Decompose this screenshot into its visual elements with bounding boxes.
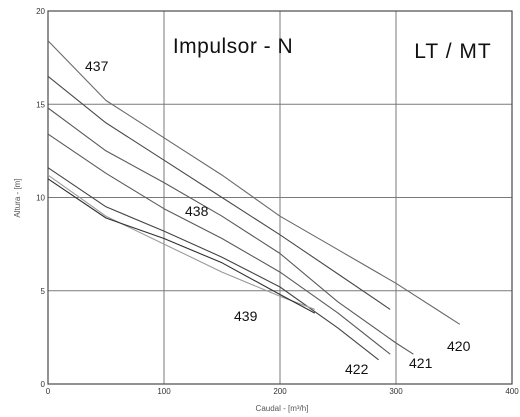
curve-label-422: 422 <box>345 361 369 377</box>
grid <box>47 10 513 385</box>
x-tick-label: 200 <box>273 387 287 396</box>
curve-label-437: 437 <box>85 58 109 74</box>
tick-labels: 0 100 200 300 400 0 5 10 15 20 <box>36 7 519 396</box>
series-line-421 <box>47 107 414 355</box>
x-tick-label: 100 <box>157 387 171 396</box>
annotation-impulsor: Impulsor - N <box>173 35 293 58</box>
y-tick-label: 5 <box>41 287 46 296</box>
x-axis-label: Caudal - [m³/h] <box>256 404 309 413</box>
series-line-437 <box>47 40 461 325</box>
series-line <box>47 178 316 314</box>
curve-label-438: 438 <box>185 203 209 219</box>
series-line-439 <box>47 174 315 310</box>
curve-label-420: 420 <box>447 338 471 354</box>
y-tick-label: 15 <box>36 100 45 109</box>
series-line-420 <box>47 75 391 310</box>
series-line-438 <box>47 133 391 355</box>
annotation-lt-mt: LT / MT <box>414 40 491 63</box>
series-layer <box>47 40 461 361</box>
y-axis-label: Altura - [m] <box>13 178 22 217</box>
y-tick-label: 10 <box>36 194 45 203</box>
x-tick-label: 300 <box>389 387 403 396</box>
series-line-422 <box>47 167 379 361</box>
y-tick-label: 0 <box>41 380 46 389</box>
curve-label-439: 439 <box>234 308 258 324</box>
x-tick-label: 0 <box>46 387 51 396</box>
x-tick-label: 400 <box>505 387 519 396</box>
y-tick-label: 20 <box>36 7 45 16</box>
curve-label-421: 421 <box>409 355 433 371</box>
plot-frame <box>47 10 513 385</box>
